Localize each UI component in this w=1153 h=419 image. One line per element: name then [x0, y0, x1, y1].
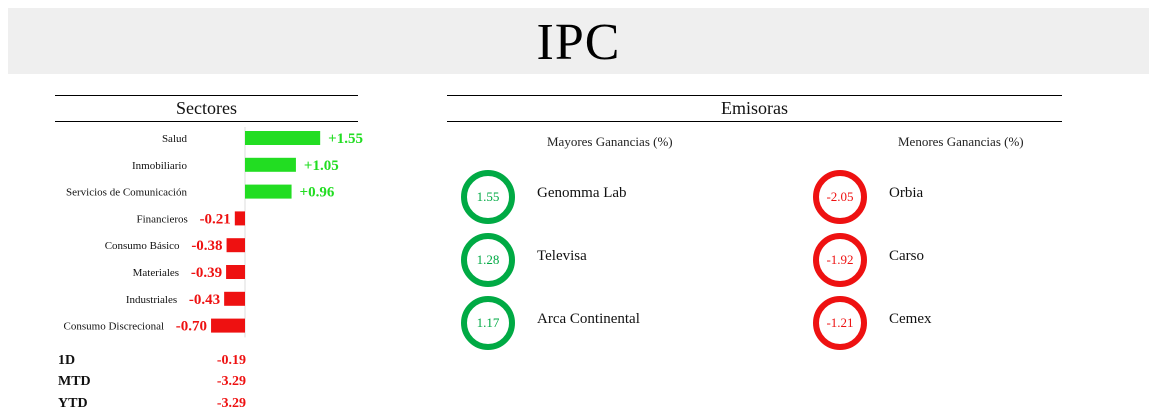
sector-bar: [234, 211, 245, 226]
gainers-heading: Mayores Ganancias (%): [547, 134, 673, 149]
issuer-name: Genomma Lab: [537, 185, 627, 201]
sector-label: Materiales: [133, 267, 179, 279]
sector-value: -0.21: [200, 211, 231, 227]
period-label: MTD: [58, 374, 91, 389]
issuer-name: Carso: [889, 248, 924, 264]
sector-bar: [245, 184, 292, 199]
page-title: IPC: [536, 14, 621, 71]
losers-heading: Menores Ganancias (%): [898, 134, 1024, 149]
sector-bar: [226, 238, 245, 253]
loss-ring: -2.05: [813, 170, 867, 224]
gain-ring: 1.55: [461, 170, 515, 224]
loss-ring: -1.21: [813, 296, 867, 350]
sector-label: Industriales: [126, 294, 177, 306]
sector-label: Consumo Discrecional: [64, 321, 165, 333]
sector-bar: [226, 265, 245, 279]
period-label: YTD: [58, 396, 88, 411]
period-row-mtd: MTD -3.29: [58, 374, 246, 394]
period-row-1d: 1D -0.19: [58, 353, 246, 373]
issuer-name: Cemex: [889, 311, 932, 327]
sectores-heading: Sectores: [55, 95, 358, 122]
sector-value: -0.43: [189, 292, 220, 308]
sector-value: +1.55: [328, 131, 363, 147]
sector-value: +1.05: [304, 158, 339, 174]
gain-ring: 1.17: [461, 296, 515, 350]
sector-value: -0.39: [191, 265, 222, 281]
sector-value: -0.38: [191, 238, 222, 254]
sector-bar: [245, 157, 296, 172]
sector-bar: [224, 291, 245, 306]
issuer-name: Arca Continental: [537, 311, 640, 327]
period-row-ytd: YTD -3.29: [58, 396, 246, 416]
period-value: -3.29: [216, 396, 246, 411]
sector-value: -0.70: [176, 319, 207, 335]
sector-label: Servicios de Comunicación: [66, 187, 187, 199]
sector-bar-chart: Salud +1.55 Inmobiliario +1.05 Servicios de …: [64, 127, 363, 338]
title-bar: IPC: [8, 8, 1149, 74]
sector-value: +0.96: [300, 185, 335, 201]
sector-bar: [211, 318, 245, 333]
period-value: -3.29: [216, 374, 246, 389]
sector-label: Financieros: [136, 213, 187, 225]
sector-label: Salud: [162, 133, 188, 145]
period-label: 1D: [58, 353, 76, 368]
issuer-name: Orbia: [889, 185, 924, 201]
issuer-name: Televisa: [537, 248, 587, 264]
sector-label: Inmobiliario: [132, 160, 187, 172]
sector-bar: [245, 131, 321, 145]
loss-ring: -1.92: [813, 233, 867, 287]
gain-ring: 1.28: [461, 233, 515, 287]
emisoras-heading: Emisoras: [447, 95, 1062, 122]
period-value: -0.19: [216, 353, 246, 368]
sector-label: Consumo Básico: [105, 240, 180, 252]
